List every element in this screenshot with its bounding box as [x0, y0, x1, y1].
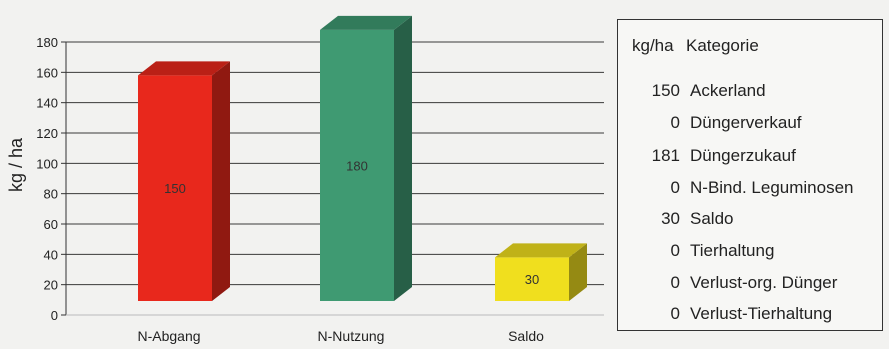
y-tick-label: 140 [36, 96, 58, 111]
legend-value: 0 [670, 178, 680, 197]
x-tick-label: N-Abgang [137, 328, 200, 344]
legend-category: Tierhaltung [690, 241, 775, 260]
y-tick-label: 180 [36, 35, 58, 50]
bar-data-label: 180 [346, 158, 368, 173]
legend-category: N-Bind. Leguminosen [690, 178, 854, 197]
legend-header-category: Kategorie [686, 36, 759, 55]
bars: 150 180 30 [138, 15, 587, 301]
x-tick-label: Saldo [508, 328, 544, 344]
legend-value: 0 [670, 304, 680, 323]
bar-front [495, 257, 569, 301]
legend-value: 30 [661, 209, 680, 228]
legend-header-unit: kg/ha [632, 36, 674, 55]
y-axis: 0 20 40 60 80 100 120 140 160 180 [36, 35, 604, 323]
legend-table: kg/ha Kategorie 150 Ackerland 0 Düngerver… [617, 19, 883, 331]
legend-category: Verlust-Tierhaltung [690, 304, 833, 323]
x-tick-label: N-Nutzung [318, 328, 385, 344]
bar-side [394, 15, 412, 301]
y-tick-label: 40 [44, 247, 58, 262]
y-tick-label: 0 [51, 308, 58, 323]
bar-top [495, 243, 587, 258]
legend-category: Düngerverkauf [690, 113, 802, 132]
legend-row: 0 Verlust-Tierhaltung [618, 304, 884, 326]
y-tick-label: 20 [44, 278, 58, 293]
legend-category: Düngerzukauf [690, 146, 796, 165]
legend-value: 150 [651, 81, 680, 100]
legend-category: Verlust-org. Dünger [690, 273, 838, 292]
y-tick-label: 60 [44, 217, 58, 232]
legend-row: 0 N-Bind. Leguminosen [618, 178, 884, 200]
y-axis-title: kg / ha [6, 137, 26, 192]
bar-side [569, 243, 587, 301]
y-tick-label: 160 [36, 65, 58, 80]
legend-value: 181 [651, 146, 680, 165]
legend-row: 30 Saldo [618, 209, 884, 231]
bar: 30 [495, 243, 587, 301]
bar-front [138, 75, 212, 301]
bar: 150 [138, 61, 230, 301]
legend-row: 0 Düngerverkauf [618, 113, 884, 135]
legend-row: 150 Ackerland [618, 81, 884, 103]
bar-top [138, 61, 230, 76]
legend-category: Ackerland [690, 81, 766, 100]
legend-row: 181 Düngerzukauf [618, 146, 884, 168]
bar-front [320, 29, 394, 301]
y-tick-label: 120 [36, 126, 58, 141]
legend-row: 0 Tierhaltung [618, 241, 884, 263]
bar-data-label: 150 [164, 181, 186, 196]
legend-value: 0 [670, 273, 680, 292]
legend-header: kg/ha Kategorie [632, 36, 759, 56]
legend-category: Saldo [690, 209, 734, 228]
bar-chart: 0 20 40 60 80 100 120 140 160 180 150 180 30 N-Abga… [6, 15, 604, 344]
legend-value: 0 [670, 241, 680, 260]
bar-side [212, 61, 230, 301]
bar: 180 [320, 15, 412, 301]
legend-value: 0 [670, 113, 680, 132]
bar-data-label: 30 [525, 272, 539, 287]
legend-row: 0 Verlust-org. Dünger [618, 273, 884, 295]
y-tick-label: 100 [36, 156, 58, 171]
bar-top [320, 15, 412, 30]
y-tick-label: 80 [44, 187, 58, 202]
x-axis-labels: N-Abgang N-Nutzung Saldo [137, 328, 544, 344]
